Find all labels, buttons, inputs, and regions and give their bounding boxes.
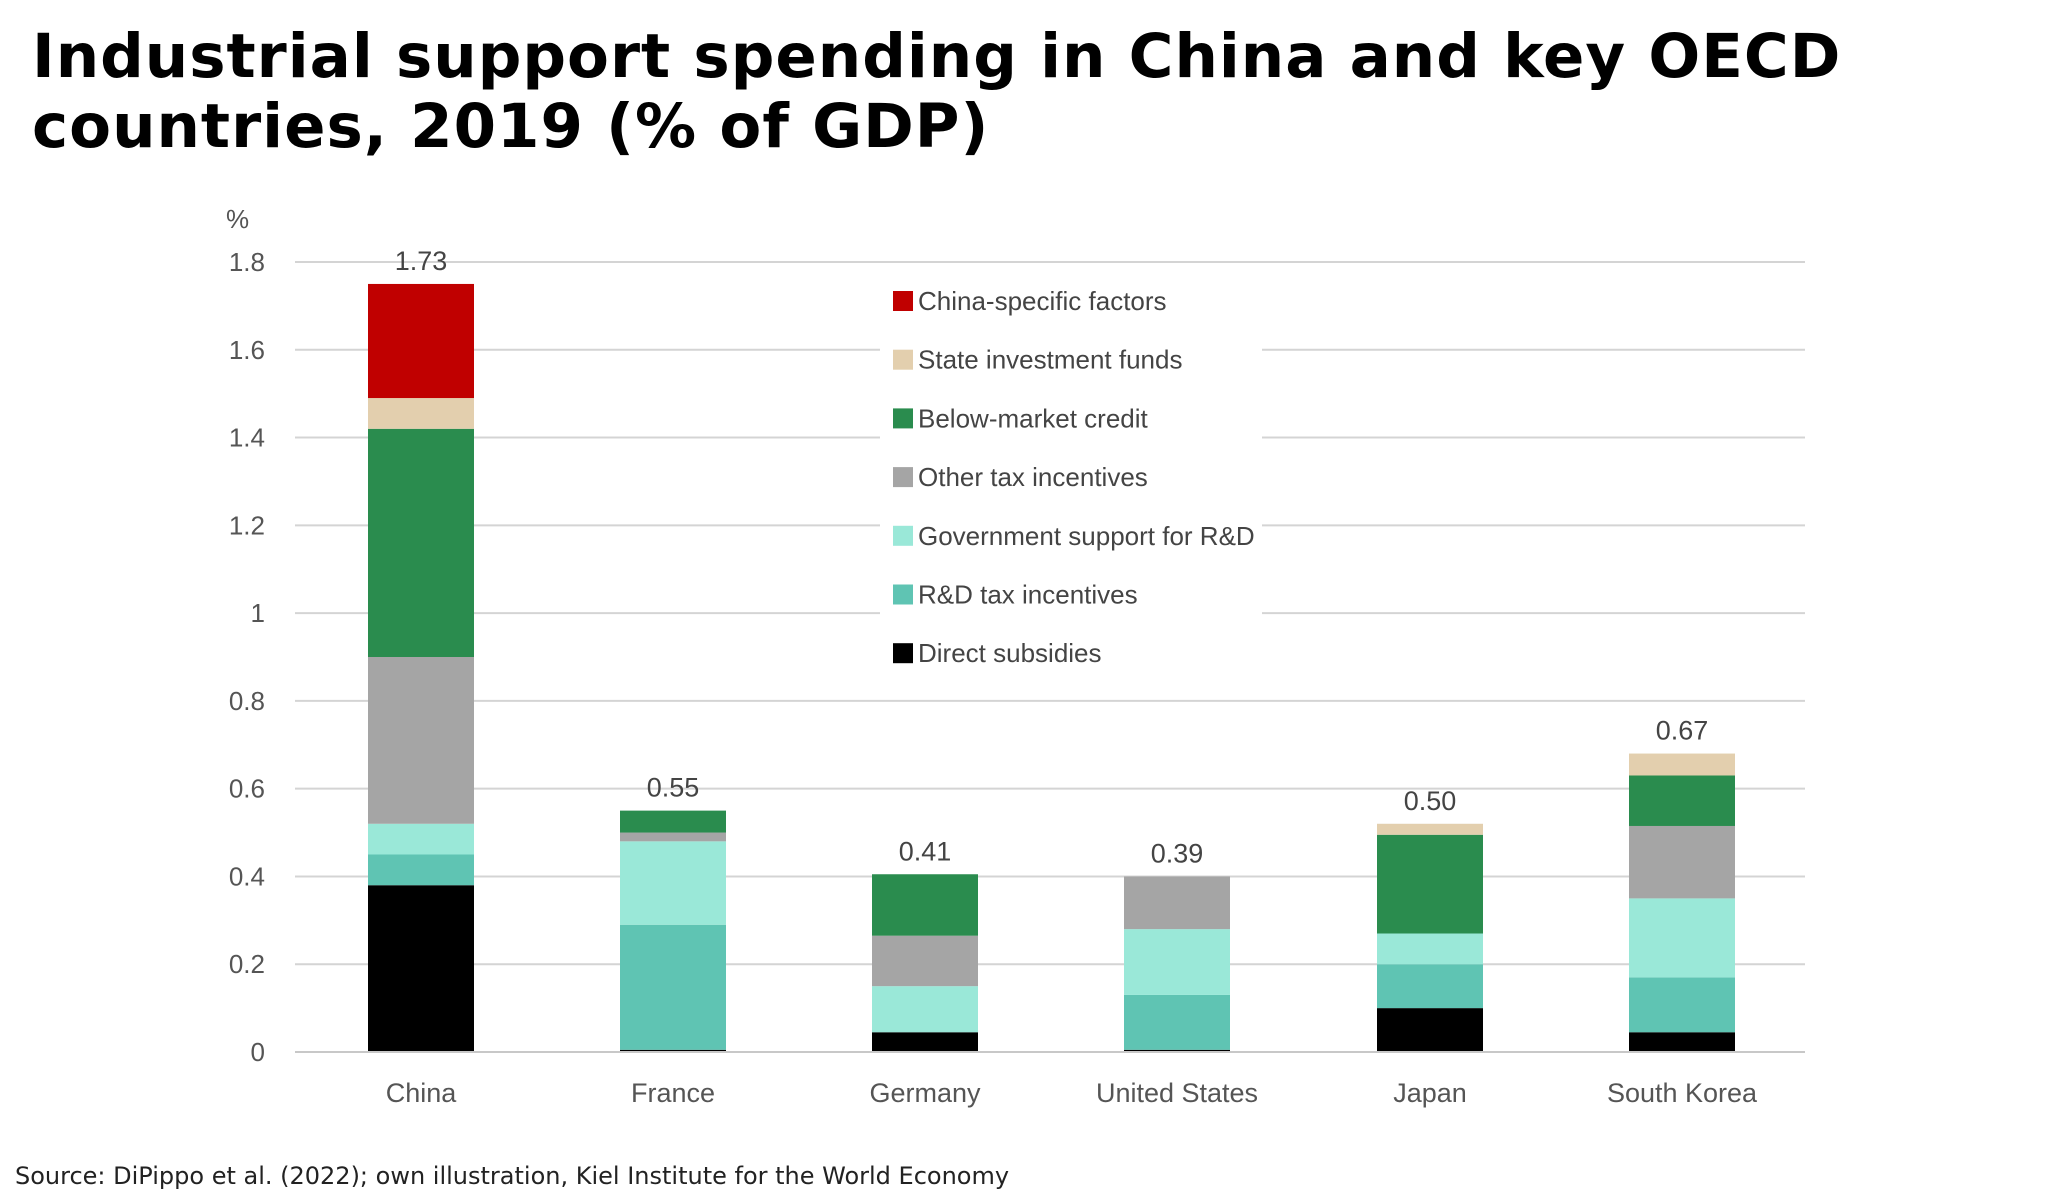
x-axis: China France Germany United States Japan Sout… [295, 1051, 1805, 1108]
bar-segment [368, 854, 474, 886]
legend-label: Government support for R&D [918, 521, 1255, 551]
legend: China-specific factors State investment f… [880, 272, 1262, 672]
total-label: 0.50 [1404, 786, 1457, 816]
legend-background [880, 272, 1262, 672]
y-tick-label: 1.2 [229, 510, 265, 540]
legend-label: Below-market credit [918, 403, 1149, 433]
legend-swatch [893, 408, 913, 429]
bar-segment [1124, 994, 1230, 1050]
y-tick-label: 0 [251, 1037, 265, 1067]
y-tick-label: 0.4 [229, 861, 265, 891]
bar-segment [1629, 775, 1735, 826]
x-tick-label: Germany [869, 1078, 981, 1108]
y-tick-label: 0.2 [229, 949, 265, 979]
bar-stacks: 1.73 0.55 0.41 0.39 0.50 0.67 [368, 246, 1735, 1052]
bar-stack: 0.39 [1124, 838, 1230, 1052]
y-tick-label: 0.6 [229, 774, 265, 804]
y-tick-label: 1.4 [229, 423, 265, 453]
legend-item: Other tax incentives [893, 462, 1148, 492]
bar-segment [368, 885, 474, 1052]
bar-stack: 0.50 [1377, 786, 1483, 1052]
bar-segment [1629, 825, 1735, 899]
legend-swatch [893, 584, 913, 605]
legend-item: Below-market credit [893, 403, 1149, 433]
bar-segment [620, 841, 726, 925]
legend-label: State investment funds [918, 345, 1182, 375]
bar-segment [1124, 1049, 1230, 1052]
bar-segment [872, 1032, 978, 1052]
legend-item: State investment funds [893, 345, 1182, 375]
y-tick-label: 1.6 [229, 335, 265, 365]
legend-label: R&D tax incentives [918, 580, 1138, 610]
bar-stack: 1.73 [368, 246, 474, 1052]
bar-segment [620, 924, 726, 1050]
total-label: 1.73 [395, 246, 448, 276]
bar-segment [1377, 933, 1483, 965]
bar-segment [368, 398, 474, 429]
bar-segment [368, 283, 474, 399]
legend-item: China-specific factors [893, 286, 1167, 316]
bar-segment [1629, 753, 1735, 776]
legend-item: Government support for R&D [893, 521, 1255, 551]
bar-segment [1377, 834, 1483, 934]
legend-swatch [893, 467, 913, 488]
source-note: Source: DiPippo et al. (2022); own illus… [15, 1162, 1010, 1190]
bar-segment [1377, 823, 1483, 835]
x-tick-label: South Korea [1607, 1078, 1758, 1108]
bar-segment [1124, 929, 1230, 995]
legend-label: China-specific factors [918, 286, 1167, 316]
total-label: 0.41 [899, 836, 952, 866]
chart-title: Industrial support spending in China and… [32, 21, 1842, 162]
x-tick-label: France [631, 1078, 715, 1108]
bar-segment [1377, 964, 1483, 1009]
bar-segment [1629, 1032, 1735, 1052]
bar-segment [368, 823, 474, 855]
bar-stack: 0.67 [1629, 716, 1735, 1052]
bar-stack: 0.41 [872, 836, 978, 1052]
bar-segment [1629, 977, 1735, 1033]
bar-segment [620, 810, 726, 833]
y-axis: 0 0.2 0.4 0.6 0.8 1 1.2 1.4 1.6 1.8% [226, 204, 265, 1067]
legend-swatch [893, 349, 913, 370]
bar-segment [872, 935, 978, 987]
bar-segment [1377, 1008, 1483, 1052]
legend-item: R&D tax incentives [893, 580, 1138, 610]
legend-swatch [893, 291, 913, 311]
x-tick-label: United States [1096, 1078, 1258, 1108]
legend-label: Direct subsidies [918, 638, 1102, 668]
x-tick-label: China [386, 1078, 458, 1108]
bar-segment [1124, 876, 1230, 930]
bar-segment [872, 874, 978, 936]
y-tick-label: 1 [251, 598, 265, 628]
legend-label: Other tax incentives [918, 462, 1148, 492]
bar-segment [620, 1049, 726, 1052]
legend-swatch [893, 525, 913, 546]
total-label: 0.39 [1151, 838, 1204, 868]
bar-segment [620, 832, 726, 842]
total-label: 0.67 [1656, 716, 1709, 746]
y-unit-label: % [226, 204, 249, 234]
legend-item: Direct subsidies [893, 638, 1102, 668]
legend-swatch [893, 643, 913, 664]
x-tick-label: Japan [1393, 1078, 1467, 1108]
bar-segment [872, 986, 978, 1033]
bar-segment [1629, 898, 1735, 978]
y-tick-label: 0.8 [229, 686, 265, 716]
y-tick-label: 1.8 [229, 247, 265, 277]
bar-segment [368, 428, 474, 657]
bar-segment [368, 657, 474, 824]
bar-stack: 0.55 [620, 773, 726, 1052]
total-label: 0.55 [647, 773, 700, 803]
